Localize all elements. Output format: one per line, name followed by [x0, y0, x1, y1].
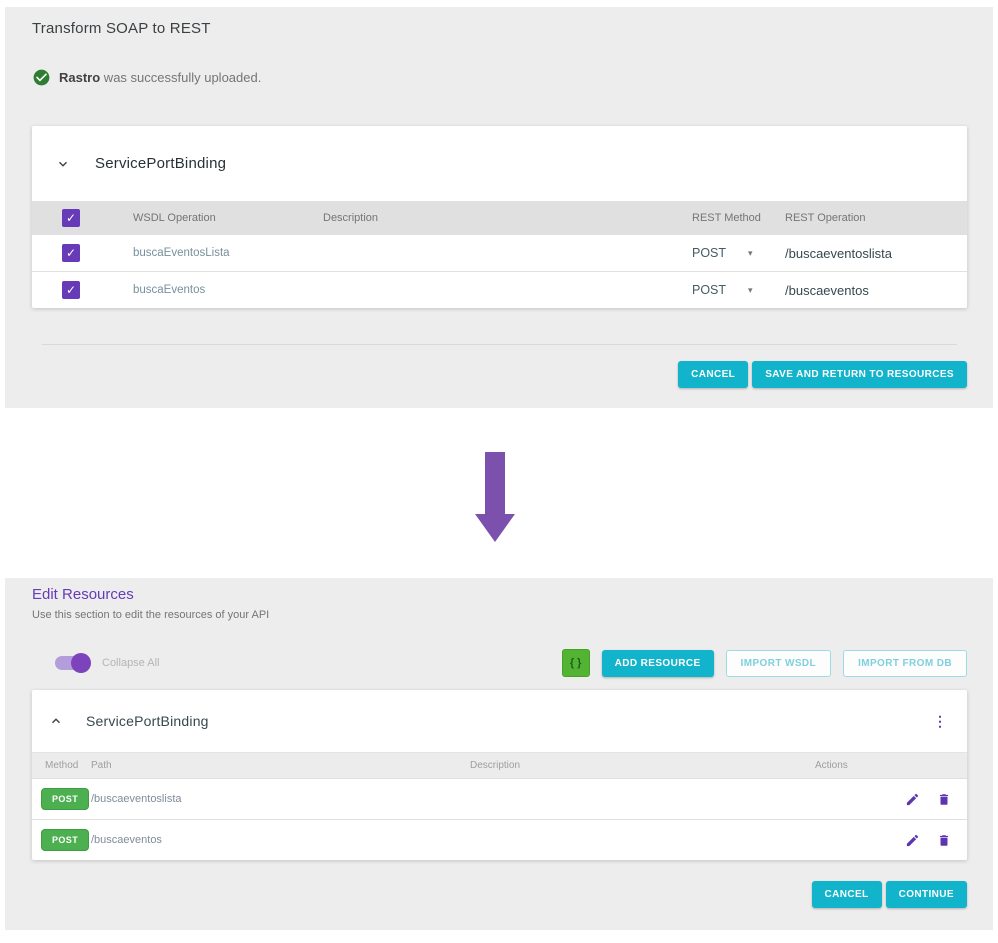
cancel-button[interactable]: CANCEL — [678, 361, 749, 388]
resource-group-card: ServicePortBinding ⋮ Method Path Descrip… — [32, 690, 967, 860]
row-checkbox[interactable]: ✓ — [62, 281, 80, 299]
select-all-checkbox[interactable]: ✓ — [62, 208, 80, 227]
import-wsdl-button[interactable]: IMPORT WSDL — [725, 649, 832, 677]
check-icon: ✓ — [65, 283, 77, 297]
edit-resources-panel: Edit Resources Use this section to edit … — [5, 578, 993, 930]
col-header-actions: Actions — [815, 760, 848, 771]
transition-zone — [0, 408, 998, 578]
method-badge: POST — [41, 788, 90, 810]
cancel-button[interactable]: CANCEL — [811, 881, 882, 908]
rest-method-dropdown[interactable]: POST ▾ — [692, 246, 753, 260]
rest-operation-path: /buscaeventos — [785, 282, 869, 298]
service-port-binding-card: ServicePortBinding ✓ WSDL Operation Desc… — [32, 126, 967, 308]
save-and-return-button[interactable]: SAVE AND RETURN TO RESOURCES — [752, 361, 967, 388]
table-row: ✓ buscaEventosLista POST ▾ /buscaeventos… — [32, 234, 967, 271]
success-check-icon — [32, 68, 51, 87]
uploaded-file-name: Rastro — [59, 70, 101, 85]
col-header-rest-operation: REST Operation — [785, 211, 866, 224]
row-checkbox[interactable]: ✓ — [62, 244, 80, 262]
continue-button[interactable]: CONTINUE — [885, 881, 967, 908]
delete-trash-icon[interactable] — [937, 833, 951, 848]
col-header-method: Method — [45, 760, 79, 771]
wsdl-operation-name: buscaEventos — [133, 284, 206, 296]
add-resource-button[interactable]: ADD RESOURCE — [601, 649, 714, 677]
col-header-description: Description — [470, 760, 521, 771]
toggle-thumb — [71, 653, 91, 673]
collapse-chevron-up-icon[interactable] — [48, 713, 64, 729]
resource-path: /buscaeventoslista — [91, 793, 182, 805]
resource-row: POST /buscaeventos — [32, 819, 967, 860]
rest-method-dropdown[interactable]: POST ▾ — [692, 283, 753, 297]
check-icon: ✓ — [65, 210, 77, 225]
col-header-path: Path — [91, 760, 112, 771]
resource-path: /buscaeventos — [91, 834, 162, 846]
wsdl-operation-name: buscaEventosLista — [133, 247, 230, 259]
section-title: Edit Resources — [32, 586, 134, 603]
group-header: ServicePortBinding ⋮ — [32, 690, 967, 752]
down-arrow-icon — [475, 452, 515, 542]
table-header-row: Method Path Description Actions — [32, 752, 967, 778]
group-title: ServicePortBinding — [86, 713, 209, 729]
section-subtitle: Use this section to edit the resources o… — [32, 609, 270, 621]
group-header: ServicePortBinding — [32, 126, 967, 201]
success-message: Rastro was successfully uploaded. — [32, 68, 967, 87]
col-header-wsdl-operation: WSDL Operation — [133, 211, 216, 224]
delete-trash-icon[interactable] — [937, 792, 951, 807]
caret-down-icon: ▾ — [748, 284, 753, 295]
code-braces-icon[interactable]: { } — [561, 649, 590, 677]
resource-row: POST /buscaeventoslista — [32, 778, 967, 819]
divider — [42, 344, 957, 345]
more-options-icon[interactable]: ⋮ — [933, 713, 947, 729]
edit-pencil-icon[interactable] — [905, 833, 920, 848]
table-header-row: ✓ WSDL Operation Description REST Method… — [32, 201, 967, 234]
method-badge: POST — [41, 829, 90, 851]
caret-down-icon: ▾ — [748, 247, 753, 258]
col-header-description: Description — [323, 211, 379, 224]
import-from-db-button[interactable]: IMPORT FROM DB — [843, 649, 967, 677]
collapse-chevron-down-icon[interactable] — [55, 156, 71, 172]
page-title: Transform SOAP to REST — [32, 20, 211, 37]
collapse-all-toggle[interactable] — [55, 653, 91, 673]
edit-pencil-icon[interactable] — [905, 792, 920, 807]
col-header-rest-method: REST Method — [692, 211, 761, 224]
resources-toolbar: Collapse All { } ADD RESOURCE IMPORT WSD… — [32, 649, 967, 677]
collapse-all-label: Collapse All — [102, 657, 160, 669]
transform-soap-panel: Transform SOAP to REST Rastro was succes… — [5, 7, 993, 408]
table-row: ✓ buscaEventos POST ▾ /buscaeventos — [32, 271, 967, 308]
success-text: Rastro was successfully uploaded. — [59, 70, 262, 85]
rest-operation-path: /buscaeventoslista — [785, 245, 892, 261]
group-title: ServicePortBinding — [95, 155, 227, 172]
check-icon: ✓ — [65, 246, 77, 260]
